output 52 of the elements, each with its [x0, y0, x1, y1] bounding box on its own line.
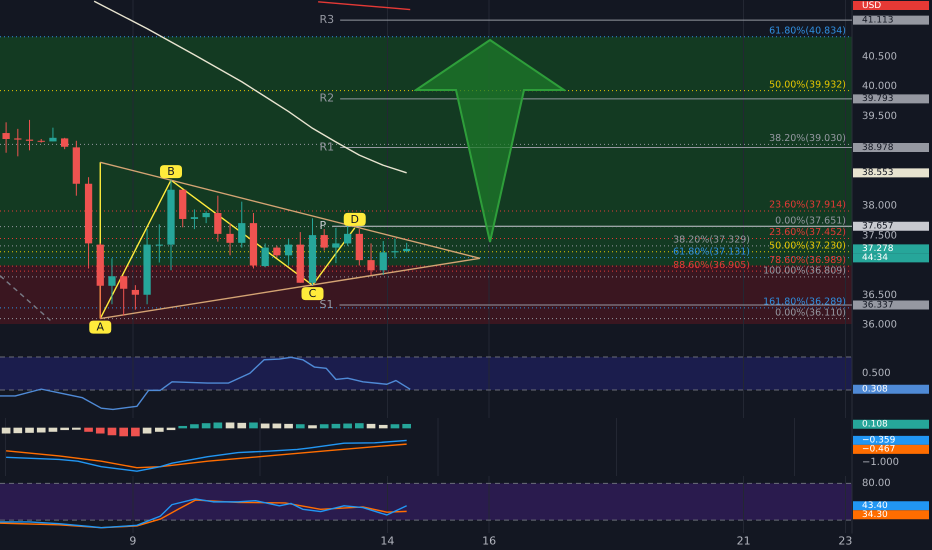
ref-line-label: 0.00%(37.651)	[775, 215, 846, 226]
x-tick-label: 23	[838, 534, 852, 548]
annotation: C	[308, 287, 317, 300]
x-tick-label: 14	[380, 534, 394, 548]
y-tick-label: 36.500	[862, 290, 897, 301]
ref-line-label: 0.00%(36.110)	[775, 307, 846, 318]
y-tick-label: 80.00	[862, 478, 891, 489]
text: −0.467	[862, 444, 896, 455]
ref-line-label: 23.60%(37.914)	[769, 200, 846, 211]
ref-line-label: 38.20%(37.329)	[673, 234, 750, 246]
ref-line-label: 38.20%(39.030)	[769, 133, 846, 144]
ref-line-label: 61.80%(40.834)	[769, 25, 846, 36]
ref-line-label: 100.00%(36.809)	[763, 266, 846, 277]
y-tick-label: 0.108	[862, 420, 888, 430]
annotation: A	[96, 320, 104, 334]
annotation: D	[350, 212, 359, 226]
text: USD	[862, 0, 882, 11]
ref-line-label: 78.60%(36.989)	[769, 254, 846, 266]
ref-line-label: 23.60%(37.452)	[769, 227, 846, 238]
x-tick-label: 9	[129, 534, 136, 548]
y-tick-label: 41.113	[862, 15, 894, 26]
y-tick-label: −0.359	[862, 436, 896, 446]
annotation: B	[167, 165, 175, 178]
ref-line-label: 50.00%(37.230)	[769, 240, 846, 252]
ref-line-label: 88.60%(36.905)	[673, 260, 750, 271]
ref-line-label: 61.80%(37.131)	[673, 246, 750, 258]
y-tick-label: 0.500	[862, 368, 891, 380]
ref-line-label: R1	[320, 140, 334, 154]
text: 44:34	[862, 253, 888, 264]
ref-line-label: R3	[320, 12, 334, 26]
y-tick-label: 40.500	[862, 51, 897, 62]
y-tick-label: 39.500	[862, 110, 897, 122]
y-tick-label: 40.000	[862, 81, 897, 92]
y-tick-label: 38.000	[862, 200, 897, 212]
y-tick-label: 36.337	[862, 300, 894, 310]
ref-line-label: R2	[320, 92, 334, 105]
text: 34.30	[862, 510, 888, 520]
y-tick-label: 0.308	[862, 384, 888, 395]
y-tick-label: 36.000	[862, 320, 897, 331]
ref-line-label: 50.00%(39.932)	[769, 79, 846, 90]
y-tick-label: 38.978	[862, 142, 894, 153]
x-tick-label: 16	[482, 534, 496, 548]
y-tick-label: 37.278	[862, 244, 894, 254]
x-tick-label: 21	[736, 534, 751, 548]
y-tick-label: 37.657	[862, 222, 894, 232]
ref-line-label: S1	[320, 298, 334, 311]
y-tick-label: 43.40	[862, 501, 888, 512]
y-tick-label: 37.500	[862, 230, 897, 242]
y-tick-label: 39.793	[862, 94, 894, 104]
ref-line-label: P	[320, 219, 326, 232]
y-tick-label: −1.000	[862, 457, 900, 468]
y-tick-label: 38.553	[862, 168, 894, 178]
